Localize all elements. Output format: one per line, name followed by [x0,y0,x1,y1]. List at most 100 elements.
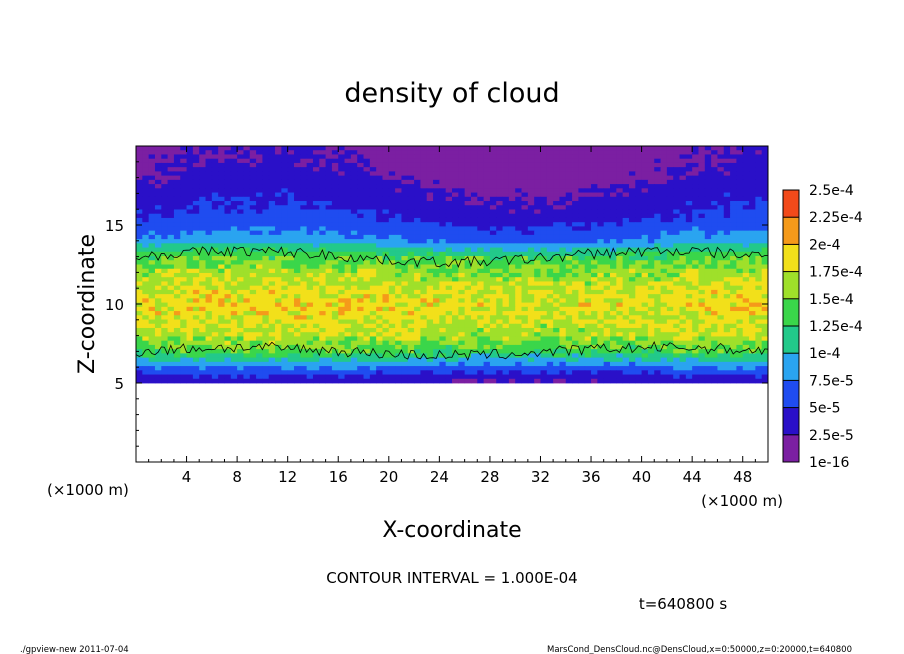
heatmap-cell [167,264,175,270]
heatmap-cell [591,302,598,308]
heatmap-cell [338,251,345,257]
heatmap-cell [161,158,168,164]
heatmap-cell [584,340,592,346]
heatmap-cell [761,226,768,232]
heatmap-cell [369,226,377,232]
heatmap-cell [641,306,649,312]
heatmap-cell [256,230,263,236]
heatmap-cell [622,217,630,223]
heatmap-cell [439,264,447,270]
heatmap-cell [749,272,756,278]
heatmap-cell [338,315,345,320]
heatmap-cell [717,327,725,333]
heatmap-cell [470,256,478,261]
heatmap-cell [521,146,529,151]
heatmap-cell [407,285,415,291]
heatmap-cell [647,205,655,210]
heatmap-cell [439,179,447,185]
heatmap-cell [211,192,219,198]
heatmap-cell [363,184,371,189]
heatmap-cell [502,272,510,278]
heatmap-cell [439,260,447,265]
heatmap-cell [275,201,282,206]
heatmap-cell [154,158,162,164]
heatmap-cell [211,256,219,261]
heatmap-cell [660,154,668,160]
heatmap-cell [243,175,251,181]
heatmap-cell [306,353,314,359]
heatmap-cell [603,179,611,185]
heatmap-cell [458,281,466,287]
heatmap-cell [692,277,699,282]
heatmap-cell [527,332,535,337]
heatmap-cell [445,247,453,253]
heatmap-cell [483,344,491,350]
heatmap-cell [704,289,712,295]
heatmap-cell [167,298,175,303]
heatmap-cell [711,188,718,193]
heatmap-cell [628,285,636,291]
heatmap-cell [338,349,345,354]
heatmap-cell [401,277,409,282]
heatmap-cell [211,184,219,189]
heatmap-cell [192,239,200,244]
heatmap-cell [591,247,598,253]
heatmap-cell [275,247,282,253]
heatmap-cell [312,167,320,172]
heatmap-cell [572,184,579,189]
heatmap-cell [521,239,529,244]
heatmap-cell [275,239,282,244]
heatmap-cell [572,162,579,168]
heatmap-cell [407,327,415,333]
heatmap-cell [262,277,270,282]
heatmap-cell [395,302,402,308]
heatmap-cell [742,167,750,172]
heatmap-cell [755,311,763,316]
heatmap-cell [338,171,345,177]
heatmap-cell [388,213,396,219]
heatmap-cell [628,264,636,270]
heatmap-cell [325,184,333,189]
heatmap-cell [319,234,326,240]
heatmap-cell [300,340,308,346]
heatmap-cell [692,234,699,240]
heatmap-cell [205,268,213,274]
heatmap-cell [388,205,396,210]
heatmap-cell [470,272,478,278]
heatmap-cell [344,230,352,236]
heatmap-cell [660,349,668,354]
heatmap-cell [350,285,358,291]
heatmap-cell [692,171,699,177]
heatmap-cell [717,205,725,210]
heatmap-cell [287,344,295,350]
heatmap-cell [224,311,232,316]
heatmap-cell [249,353,257,359]
heatmap-cell [698,230,706,236]
heatmap-cell [420,277,428,282]
heatmap-cell [559,201,567,206]
heatmap-cell [363,154,371,160]
heatmap-cell [591,234,598,240]
heatmap-cell [338,192,345,198]
heatmap-cell [610,247,617,253]
heatmap-cell [211,243,219,248]
heatmap-cell [698,336,706,342]
heatmap-cell [711,239,718,244]
heatmap-cell [635,171,642,177]
heatmap-cell [458,336,466,342]
heatmap-cell [161,302,168,308]
heatmap-cell [395,306,402,312]
heatmap-cell [489,260,497,265]
heatmap-cell [508,327,516,333]
heatmap-cell [597,260,605,265]
heatmap-cell [445,349,453,354]
heatmap-cell [433,344,440,350]
heatmap-cell [173,315,181,320]
heatmap-cell [749,294,756,299]
heatmap-cell [243,285,251,291]
heatmap-cell [445,344,453,350]
heatmap-cell [685,158,693,164]
heatmap-cell [736,243,744,248]
heatmap-cell [300,192,308,198]
heatmap-cell [445,289,453,295]
